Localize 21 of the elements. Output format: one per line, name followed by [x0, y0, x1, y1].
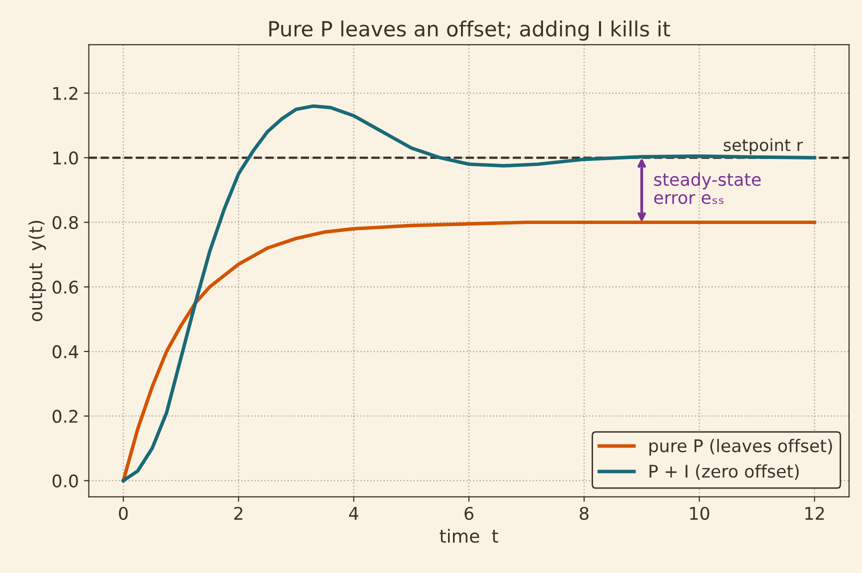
y-tick-label: 1.0	[53, 151, 78, 165]
x-tick-label: 4	[349, 507, 358, 520]
ref-line-label: setpoint r	[724, 138, 803, 154]
chart-title: Pure P leaves an offset; adding I kills it	[269, 20, 670, 41]
x-tick-label: 10	[690, 506, 710, 520]
x-tick-label: 12	[805, 506, 824, 520]
annotation: steady-state error eₛₛ	[654, 172, 761, 204]
x-axis-title: time t	[440, 528, 498, 543]
x-tick-label: 8	[580, 506, 588, 520]
legend-label: pure P (leaves offset)	[649, 438, 832, 456]
x-tick-label: 2	[234, 506, 242, 520]
y-tick-label: 1.2	[53, 86, 78, 100]
x-tick-label: 0	[118, 506, 128, 520]
y-axis-title: output y(t)	[28, 220, 46, 322]
y-tick-label: 0.8	[52, 216, 78, 230]
y-tick-label: 0.6	[52, 280, 78, 294]
y-tick-label: 0.4	[52, 345, 78, 358]
x-tick-label: 6	[464, 506, 474, 520]
legend-label: P + I (zero offset)	[650, 464, 799, 480]
y-tick-label: 0.0	[52, 474, 78, 488]
y-tick-label: 0.2	[52, 410, 78, 423]
